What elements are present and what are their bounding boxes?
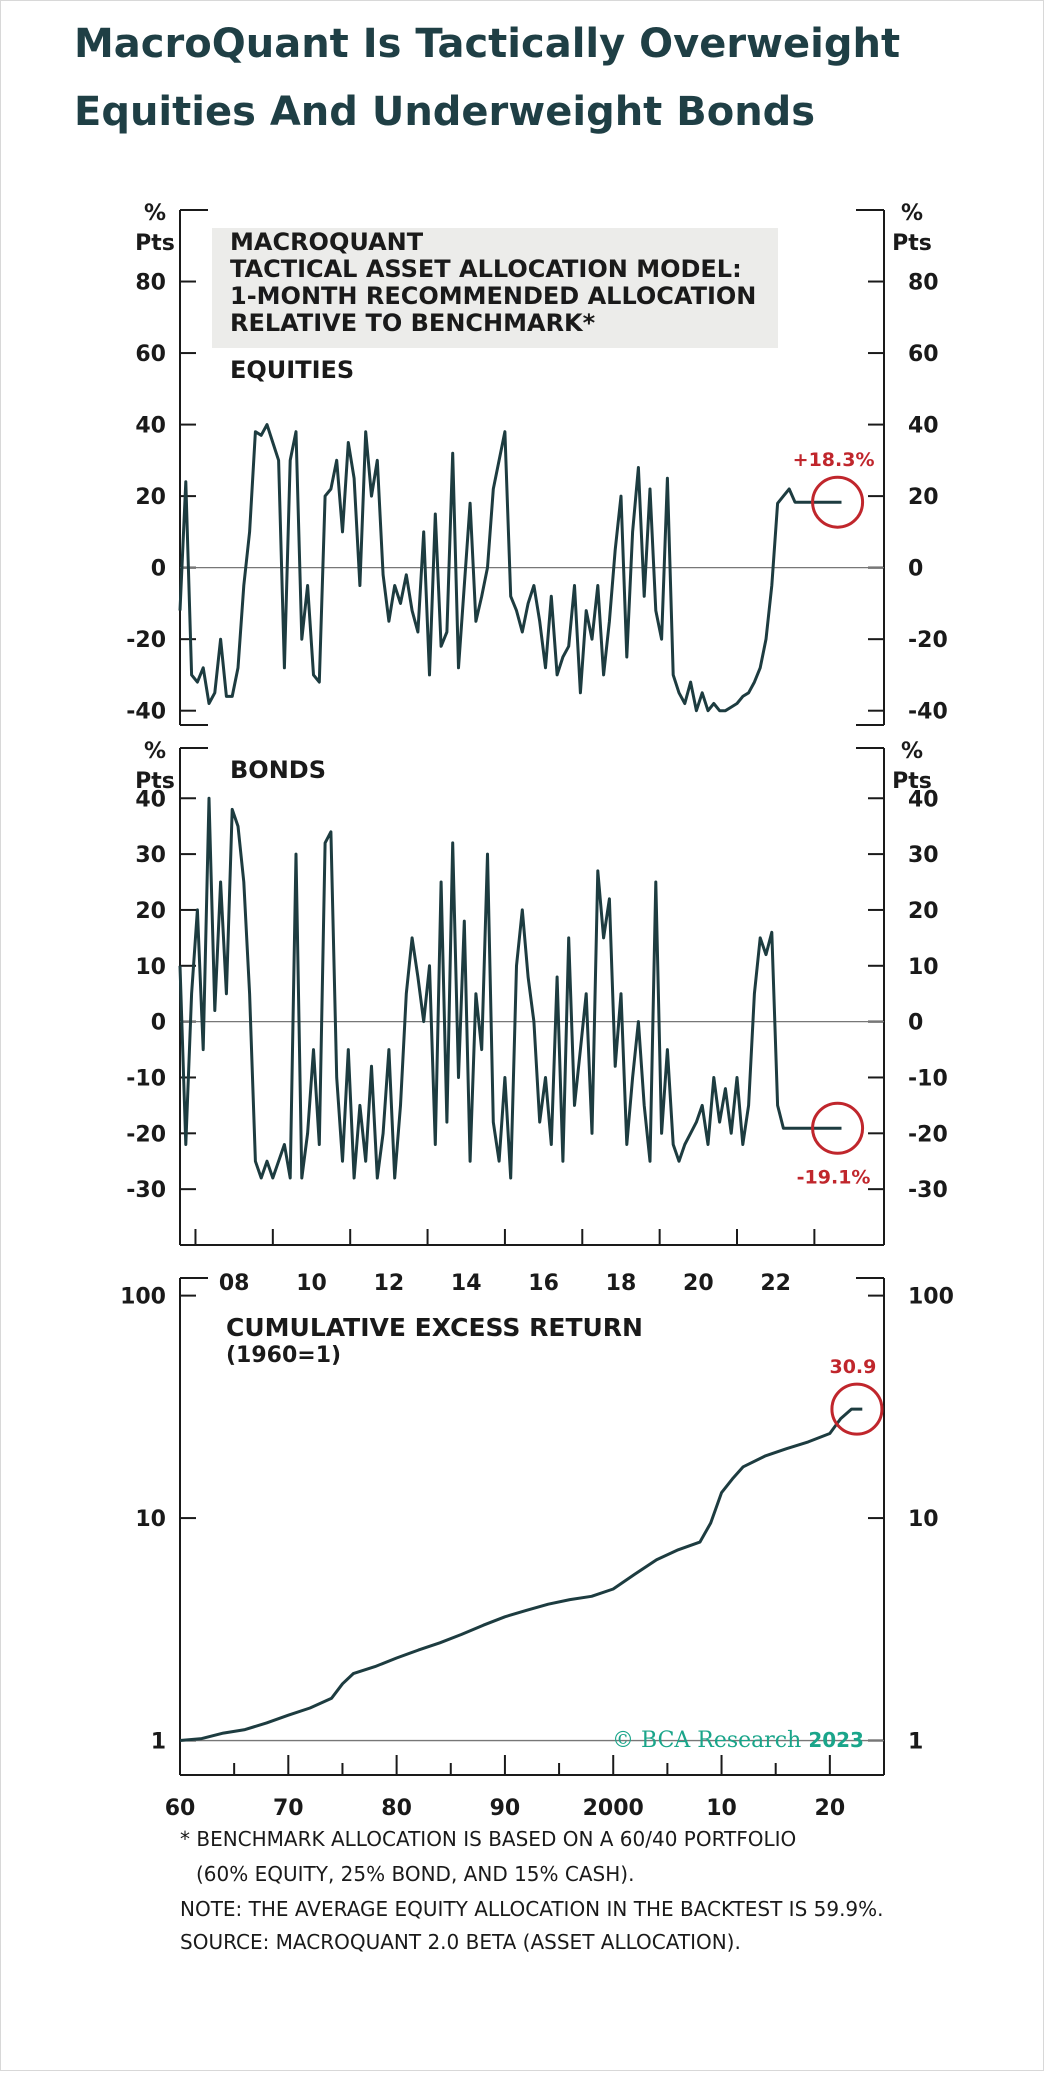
bonds-xtick-label: 22 — [760, 1271, 791, 1296]
bonds-ytick-label-left: -20 — [126, 1122, 166, 1147]
bonds-ytick-label-right: -10 — [908, 1066, 948, 1091]
logo-year: 2023 — [808, 1728, 864, 1752]
bonds-ytick-label-right: -20 — [908, 1122, 948, 1147]
chart-title-line: TACTICAL ASSET ALLOCATION MODEL: — [230, 255, 742, 283]
equities-ylabel-right: % — [901, 201, 923, 226]
bonds-xtick-label: 14 — [451, 1271, 482, 1296]
bonds-ytick-label-right: 10 — [908, 955, 939, 980]
cumulative-title: CUMULATIVE EXCESS RETURN — [226, 1313, 643, 1342]
cumulative-ytick-label-right: 1 — [908, 1730, 923, 1755]
bonds-ylabel-right: % — [901, 739, 923, 764]
bonds-ytick-label-left: 0 — [151, 1011, 166, 1036]
bonds-xtick-label: 08 — [219, 1271, 250, 1296]
page-title: MacroQuant Is Tactically Overweight Equi… — [74, 10, 1014, 146]
bonds-panel-label: BONDS — [230, 756, 326, 784]
chart-title-line: RELATIVE TO BENCHMARK* — [230, 309, 596, 337]
bonds-xtick-label: 10 — [296, 1271, 327, 1296]
equities-ytick-label-left: 80 — [135, 271, 166, 296]
equities-ytick-label-right: -20 — [908, 628, 948, 653]
equities-ytick-label-left: -20 — [126, 628, 166, 653]
equities-ytick-label-right: 20 — [908, 485, 939, 510]
chart-title-line: MACROQUANT — [230, 228, 424, 256]
cumulative-subtitle: (1960=1) — [226, 1343, 341, 1368]
bonds-ytick-label-left: 20 — [135, 899, 166, 924]
chart-title-box — [212, 228, 778, 348]
equities-ytick-label-left: -40 — [126, 700, 166, 725]
equities-ytick-label-right: 80 — [908, 271, 939, 296]
equities-ytick-label-left: 60 — [135, 342, 166, 367]
chart-title-line: 1-MONTH RECOMMENDED ALLOCATION — [230, 282, 756, 310]
bonds-ytick-label-left: -10 — [126, 1066, 166, 1091]
bca-research-logo: © BCA Research 2023 — [612, 1728, 864, 1753]
bonds-series-line — [178, 796, 842, 1180]
equities-panel-label: EQUITIES — [230, 356, 354, 384]
cumulative-xtick-label: 60 — [165, 1796, 196, 1821]
equities-ytick-label-right: 60 — [908, 342, 939, 367]
cumulative-ytick-label-right: 100 — [908, 1285, 954, 1310]
bonds-ytick-label-left: 30 — [135, 843, 166, 868]
bonds-ytick-label-left: -30 — [126, 1178, 166, 1203]
cumulative-xtick-label: 2000 — [583, 1796, 644, 1821]
cumulative-series-line — [179, 1407, 863, 1742]
bonds-xtick-label: 12 — [374, 1271, 405, 1296]
equities-highlight-circle — [811, 475, 865, 529]
cumulative-ytick-label-left: 100 — [120, 1285, 166, 1310]
equities-ytick-label-right: -40 — [908, 700, 948, 725]
bonds-xtick-label: 20 — [683, 1271, 714, 1296]
cumulative-xtick-label: 20 — [815, 1796, 846, 1821]
title-line-2: Equities And Underweight Bonds — [74, 89, 816, 135]
bonds-xtick-label: 18 — [606, 1271, 637, 1296]
bonds-ytick-label-right: 30 — [908, 843, 939, 868]
equities-ylabel-left: Pts — [135, 231, 175, 256]
equities-ylabel-right: Pts — [892, 231, 932, 256]
bonds-ytick-label-right: 40 — [908, 787, 939, 812]
bonds-ytick-label-right: -30 — [908, 1178, 948, 1203]
equities-annotation-label: +18.3% — [793, 449, 875, 471]
equities-ytick-label-left: 0 — [151, 557, 166, 582]
cumulative-xtick-label: 90 — [490, 1796, 521, 1821]
cumulative-xtick-label: 10 — [706, 1796, 737, 1821]
cumulative-annotation-label: 30.9 — [829, 1356, 876, 1378]
cumulative-ytick-label-right: 10 — [908, 1507, 939, 1532]
logo-text: © BCA Research — [612, 1728, 802, 1753]
cumulative-xtick-label: 70 — [273, 1796, 304, 1821]
bonds-ytick-label-right: 20 — [908, 899, 939, 924]
bonds-ytick-label-right: 0 — [908, 1011, 923, 1036]
bonds-ylabel-left: Pts — [135, 769, 175, 794]
cumulative-ytick-label-left: 10 — [135, 1507, 166, 1532]
bonds-ylabel-right: Pts — [892, 769, 932, 794]
equities-ytick-label-right: 40 — [908, 414, 939, 439]
equities-ytick-label-left: 40 — [135, 414, 166, 439]
cumulative-xtick-label: 80 — [381, 1796, 412, 1821]
equities-series-line — [178, 423, 842, 713]
equities-ytick-label-right: 0 — [908, 557, 923, 582]
cumulative-ytick-label-left: 1 — [151, 1730, 166, 1755]
bonds-ylabel-left: % — [144, 739, 166, 764]
equities-ytick-label-left: 20 — [135, 485, 166, 510]
equities-ylabel-left: % — [144, 201, 166, 226]
bonds-highlight-circle — [811, 1101, 865, 1155]
bonds-annotation-label: -19.1% — [797, 1166, 871, 1188]
bonds-ytick-label-left: 10 — [135, 955, 166, 980]
bonds-ytick-label-left: 40 — [135, 787, 166, 812]
cumulative-highlight-circle — [830, 1382, 884, 1436]
bonds-xtick-label: 16 — [528, 1271, 559, 1296]
title-line-1: MacroQuant Is Tactically Overweight — [74, 21, 901, 67]
